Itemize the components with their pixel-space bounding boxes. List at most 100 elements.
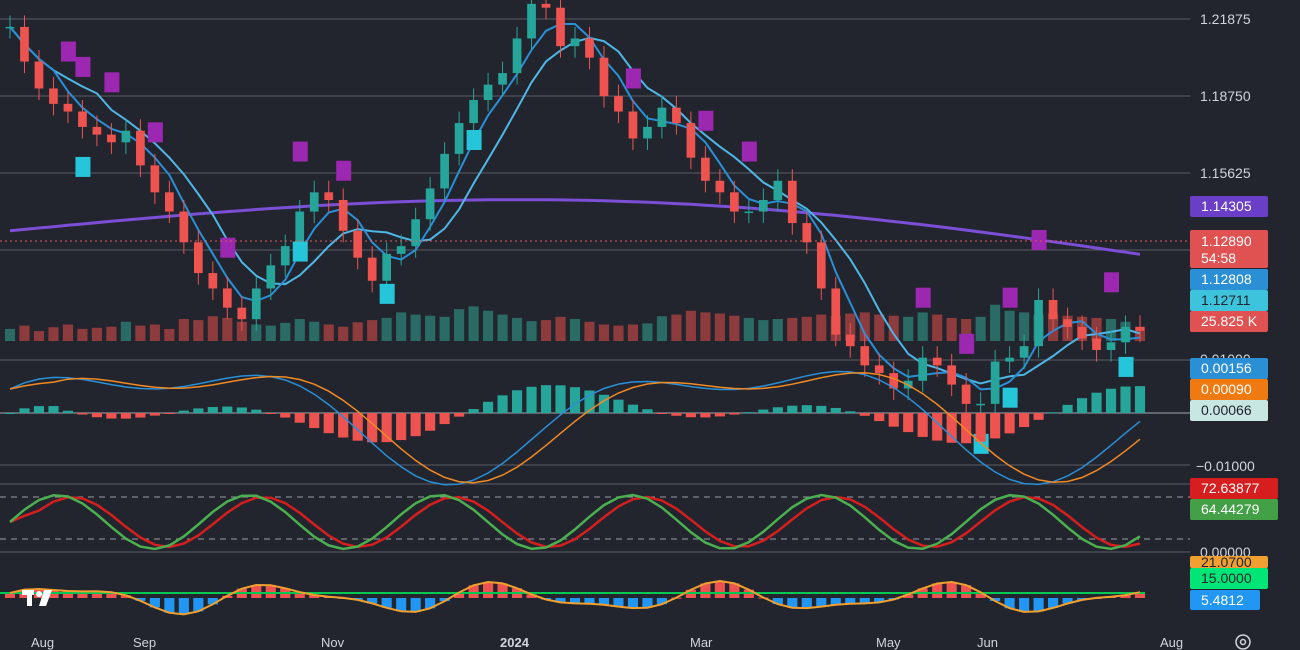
osc-hist-bar — [598, 598, 610, 605]
candle-body — [165, 192, 174, 212]
time-axis[interactable]: Aug Sep Nov 2024 Mar May Jun Aug — [31, 635, 1183, 650]
month-label-jun: Jun — [977, 635, 998, 650]
sell-flag-icon — [1104, 272, 1120, 293]
oscillator-pane[interactable] — [0, 579, 1146, 616]
candle-body — [541, 3, 551, 8]
volume-bar — [511, 317, 523, 341]
buy-flag-icon — [1118, 356, 1134, 377]
tradingview-logo[interactable] — [22, 590, 52, 606]
volume-bar — [135, 325, 146, 341]
stoch-k-tag: 72.63877 — [1201, 480, 1260, 496]
candle-body — [816, 242, 826, 289]
macd-hist-bar — [352, 413, 363, 441]
candle-body — [237, 307, 247, 320]
candle-body — [787, 180, 797, 224]
osc-hist-bar — [1033, 598, 1044, 612]
macd-hist-bar — [1048, 412, 1059, 414]
macd-hist-bar — [845, 411, 856, 413]
candle-body — [136, 130, 145, 166]
stoch-k-tag-bg — [1190, 478, 1278, 499]
macd-hist-bar — [19, 408, 30, 413]
osc-hist-bar — [1019, 598, 1030, 612]
volume-bar — [772, 319, 783, 341]
osc-hist-bar — [135, 598, 146, 601]
volume-bar — [1019, 312, 1030, 341]
macd-pane[interactable] — [0, 370, 1190, 486]
macd-hist-bar — [164, 413, 175, 414]
macd-hist-bar — [77, 413, 88, 415]
osc-upper-tag: 21.0700 — [1201, 554, 1252, 570]
macd-hist-bar — [1134, 386, 1146, 413]
macd-hist-bar — [1091, 392, 1102, 413]
volume-bar — [874, 314, 885, 341]
stochastic-pane[interactable] — [0, 493, 1190, 551]
volume-bar — [743, 317, 754, 341]
osc-value-tag-bg — [1190, 590, 1260, 610]
osc-hist-bar — [164, 598, 175, 613]
volume-bar — [352, 322, 363, 341]
osc-hist-bar — [555, 598, 566, 603]
volume-tag: 25.825 K — [1201, 313, 1258, 329]
candle-body — [701, 157, 710, 181]
osc-level-tag: 15.0000 — [1201, 570, 1252, 586]
candle-body — [1106, 342, 1116, 350]
stoch-d-line — [9, 493, 1141, 551]
sma200-tag-bg — [1190, 196, 1268, 217]
macd-hist-bar — [33, 406, 45, 413]
volume-bar — [990, 304, 1001, 341]
oscillator-histogram — [4, 581, 1146, 615]
macd-hist-bar — [946, 413, 957, 443]
macd-hist-bar — [540, 385, 552, 413]
gridlines — [0, 18, 1190, 553]
candle-body — [483, 84, 493, 100]
candle-body — [802, 223, 812, 243]
candle-body — [295, 211, 305, 247]
macd-hist-bar — [483, 401, 494, 413]
price-tick-2: 1.18750 — [1200, 88, 1251, 104]
osc-hist-bar — [845, 598, 856, 604]
macd-hist-bar — [888, 413, 899, 427]
candle-body — [92, 126, 102, 135]
candle-body — [628, 111, 638, 139]
buy-flag-icon — [75, 156, 91, 177]
osc-hist-bar — [4, 593, 16, 598]
price-pane[interactable] — [0, 0, 1190, 454]
volume-bar — [62, 324, 74, 341]
osc-hist-bar — [932, 583, 943, 598]
osc-hist-bar — [569, 598, 581, 604]
candle-body — [222, 288, 232, 308]
candle-body — [599, 57, 609, 97]
candle-body — [309, 192, 319, 212]
month-label-nov: Nov — [321, 635, 345, 650]
volume-bar — [613, 325, 624, 341]
candle-body — [976, 403, 985, 406]
volume-bar — [410, 314, 421, 341]
macd-line — [9, 370, 1141, 486]
osc-hist-bar — [787, 598, 798, 608]
macd-hist-bar — [91, 413, 102, 418]
volume-bar — [569, 319, 581, 341]
macd-hist-bar — [396, 413, 407, 441]
macd-hist-bar — [149, 413, 160, 416]
volume-bar — [381, 317, 392, 341]
volume-bar — [642, 323, 653, 341]
osc-hist-bar — [801, 598, 812, 609]
macd-histogram — [4, 385, 1146, 444]
price-axis[interactable]: 1.21875 1.18750 1.15625 1.14305 1.12890 … — [1190, 11, 1278, 650]
candle-body — [831, 288, 841, 335]
macd-hist-bar — [961, 413, 972, 444]
osc-hist-bar — [714, 581, 725, 598]
volume-bar — [729, 315, 740, 341]
osc-hist-bar — [265, 585, 276, 598]
price-tick-1: 1.21875 — [1200, 11, 1251, 27]
volume-bar — [758, 320, 769, 341]
month-label-aug-2: Aug — [1160, 635, 1183, 650]
volume-bar — [323, 324, 334, 341]
volume-bar — [120, 321, 131, 341]
settings-icon[interactable] — [1235, 634, 1251, 650]
candle-body — [193, 242, 203, 274]
osc-hist-bar — [627, 598, 639, 609]
volume-bar — [396, 312, 407, 341]
volume-bar — [149, 324, 160, 341]
